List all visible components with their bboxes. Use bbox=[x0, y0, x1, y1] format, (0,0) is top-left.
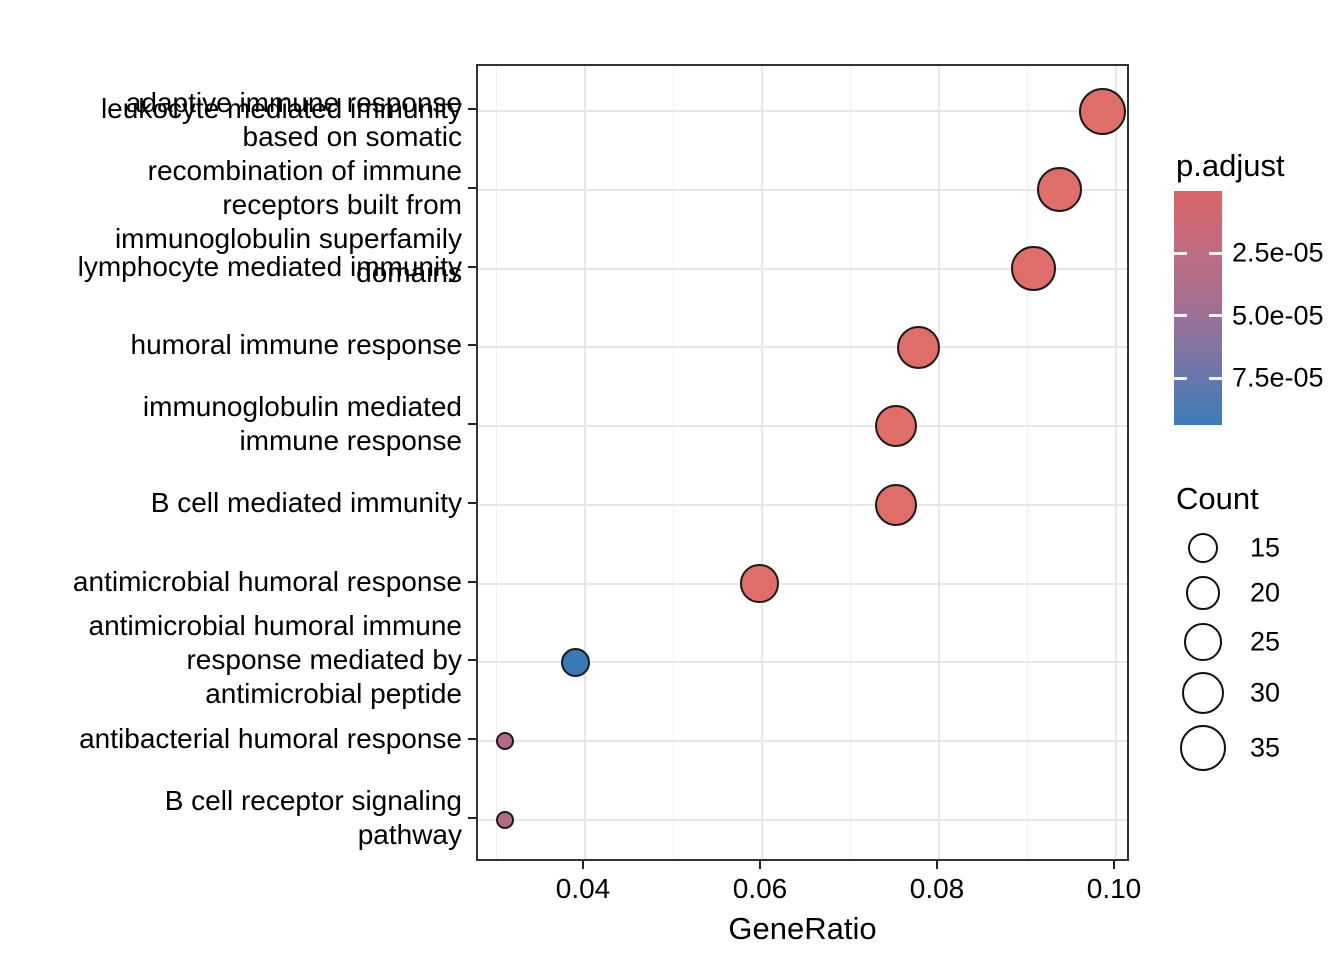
y-tick-mark bbox=[468, 108, 476, 110]
gridline-major-horizontal bbox=[478, 740, 1127, 743]
count-legend-circle bbox=[1181, 671, 1225, 715]
y-tick-mark bbox=[468, 738, 476, 741]
colorbar-tick-label: 5.0e-05 bbox=[1232, 300, 1324, 331]
gridline-minor-vertical bbox=[850, 66, 851, 859]
y-axis-category-label: B cell receptor signaling pathway bbox=[164, 785, 462, 851]
gridline-major-horizontal bbox=[478, 661, 1127, 664]
gridline-major-horizontal bbox=[478, 346, 1127, 349]
color-legend-title: p.adjust bbox=[1176, 148, 1285, 183]
data-point bbox=[1011, 246, 1056, 291]
x-tick-label: 0.10 bbox=[1086, 873, 1142, 904]
y-axis-category-label: antimicrobial humoral immune response me… bbox=[88, 610, 462, 710]
gridline-major-horizontal bbox=[478, 425, 1127, 428]
data-point bbox=[874, 405, 917, 448]
data-point bbox=[496, 732, 515, 751]
count-legend-label: 35 bbox=[1250, 732, 1281, 763]
colorbar-tick-right bbox=[1209, 251, 1222, 255]
y-tick-mark bbox=[468, 265, 476, 268]
colorbar-tick-left bbox=[1174, 376, 1187, 380]
y-axis-category-label: antibacterial humoral response bbox=[79, 723, 462, 755]
y-tick-mark bbox=[468, 423, 476, 426]
y-axis-category-label: adaptive immune response based on somati… bbox=[114, 86, 462, 288]
gridline-minor-vertical bbox=[496, 66, 497, 859]
gridline-major-vertical bbox=[1115, 66, 1117, 859]
gridline-major-horizontal bbox=[478, 819, 1127, 822]
x-axis-title: GeneRatio bbox=[728, 911, 877, 946]
y-tick-mark bbox=[468, 659, 476, 662]
gridline-major-vertical bbox=[938, 66, 940, 859]
colorbar-tick-right bbox=[1209, 376, 1222, 380]
count-legend-label: 25 bbox=[1250, 626, 1281, 657]
colorbar-tick-right bbox=[1209, 314, 1222, 318]
y-tick-mark bbox=[468, 344, 476, 347]
data-point bbox=[1079, 87, 1127, 135]
y-tick-mark bbox=[468, 580, 476, 583]
y-axis-category-label: antimicrobial humoral response bbox=[72, 565, 462, 597]
y-tick-mark bbox=[468, 186, 476, 189]
y-axis-category-label: B cell mediated immunity bbox=[150, 486, 462, 518]
x-tick-label: 0.04 bbox=[555, 873, 611, 904]
x-tick-mark bbox=[936, 861, 938, 869]
gridline-major-horizontal bbox=[478, 110, 1127, 112]
y-tick-mark bbox=[468, 817, 476, 820]
x-tick-mark bbox=[1113, 861, 1115, 869]
colorbar-tick-left bbox=[1174, 314, 1187, 318]
y-tick-mark bbox=[468, 501, 476, 504]
colorbar-tick-label: 2.5e-05 bbox=[1232, 237, 1324, 268]
size-legend-title: Count bbox=[1176, 481, 1259, 516]
count-legend-circle bbox=[1179, 724, 1227, 772]
x-tick-label: 0.06 bbox=[732, 873, 788, 904]
data-point bbox=[740, 564, 779, 603]
gridline-minor-vertical bbox=[1027, 66, 1028, 859]
gridline-major-horizontal bbox=[478, 582, 1127, 585]
count-legend-label: 30 bbox=[1250, 677, 1281, 708]
y-axis-category-label: leukocyte mediated immunity bbox=[100, 93, 462, 124]
gridline-major-horizontal bbox=[478, 188, 1127, 191]
y-axis-category-label: lymphocyte mediated immunity bbox=[77, 250, 462, 282]
count-legend-circle bbox=[1186, 576, 1220, 610]
colorbar-tick-left bbox=[1174, 251, 1187, 255]
y-axis-category-label: humoral immune response bbox=[130, 329, 463, 361]
data-point bbox=[874, 483, 917, 526]
padjust-colorbar bbox=[1174, 191, 1222, 425]
x-tick-mark bbox=[759, 861, 761, 869]
gridline-major-vertical bbox=[761, 66, 763, 859]
gridline-minor-vertical bbox=[673, 66, 674, 859]
y-axis-category-label: immunoglobulin mediated immune response bbox=[142, 391, 462, 457]
count-legend-label: 20 bbox=[1250, 577, 1281, 608]
x-tick-mark bbox=[582, 861, 584, 869]
colorbar-tick-label: 7.5e-05 bbox=[1232, 362, 1324, 393]
data-point bbox=[496, 811, 515, 830]
gridline-major-horizontal bbox=[478, 267, 1127, 270]
data-point bbox=[560, 647, 590, 677]
count-legend-circle bbox=[1188, 533, 1218, 563]
x-tick-label: 0.08 bbox=[909, 873, 965, 904]
plot-panel bbox=[476, 64, 1129, 861]
data-point bbox=[897, 325, 941, 369]
count-legend-label: 15 bbox=[1250, 532, 1281, 563]
gridline-major-vertical bbox=[584, 66, 586, 859]
gridline-major-horizontal bbox=[478, 503, 1127, 506]
count-legend-circle bbox=[1184, 623, 1222, 661]
data-point bbox=[1036, 167, 1082, 213]
